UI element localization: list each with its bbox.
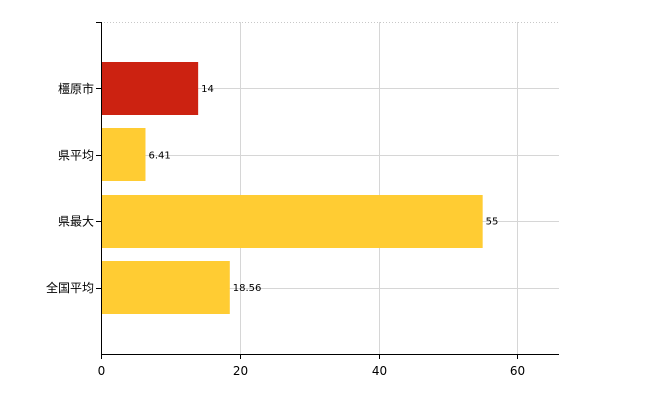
bar — [102, 195, 483, 248]
category-label: 県最大 — [58, 215, 94, 229]
bar — [102, 128, 146, 181]
data-label: 6.41 — [148, 150, 170, 161]
category-label: 県平均 — [58, 148, 94, 162]
data-label: 14 — [201, 84, 214, 95]
axis-layer — [96, 22, 559, 359]
category-label: 全国平均 — [46, 280, 94, 295]
bar-layer — [102, 62, 483, 314]
x-tick-label: 20 — [233, 364, 248, 378]
data-label: 18.56 — [233, 283, 262, 294]
x-tick-label: 0 — [98, 364, 106, 378]
bar — [102, 261, 230, 314]
category-label: 橿原市 — [58, 81, 94, 96]
x-tick-label: 40 — [372, 364, 387, 378]
x-tick-label: 60 — [510, 364, 525, 378]
bar — [102, 62, 199, 115]
data-label: 55 — [486, 217, 499, 228]
